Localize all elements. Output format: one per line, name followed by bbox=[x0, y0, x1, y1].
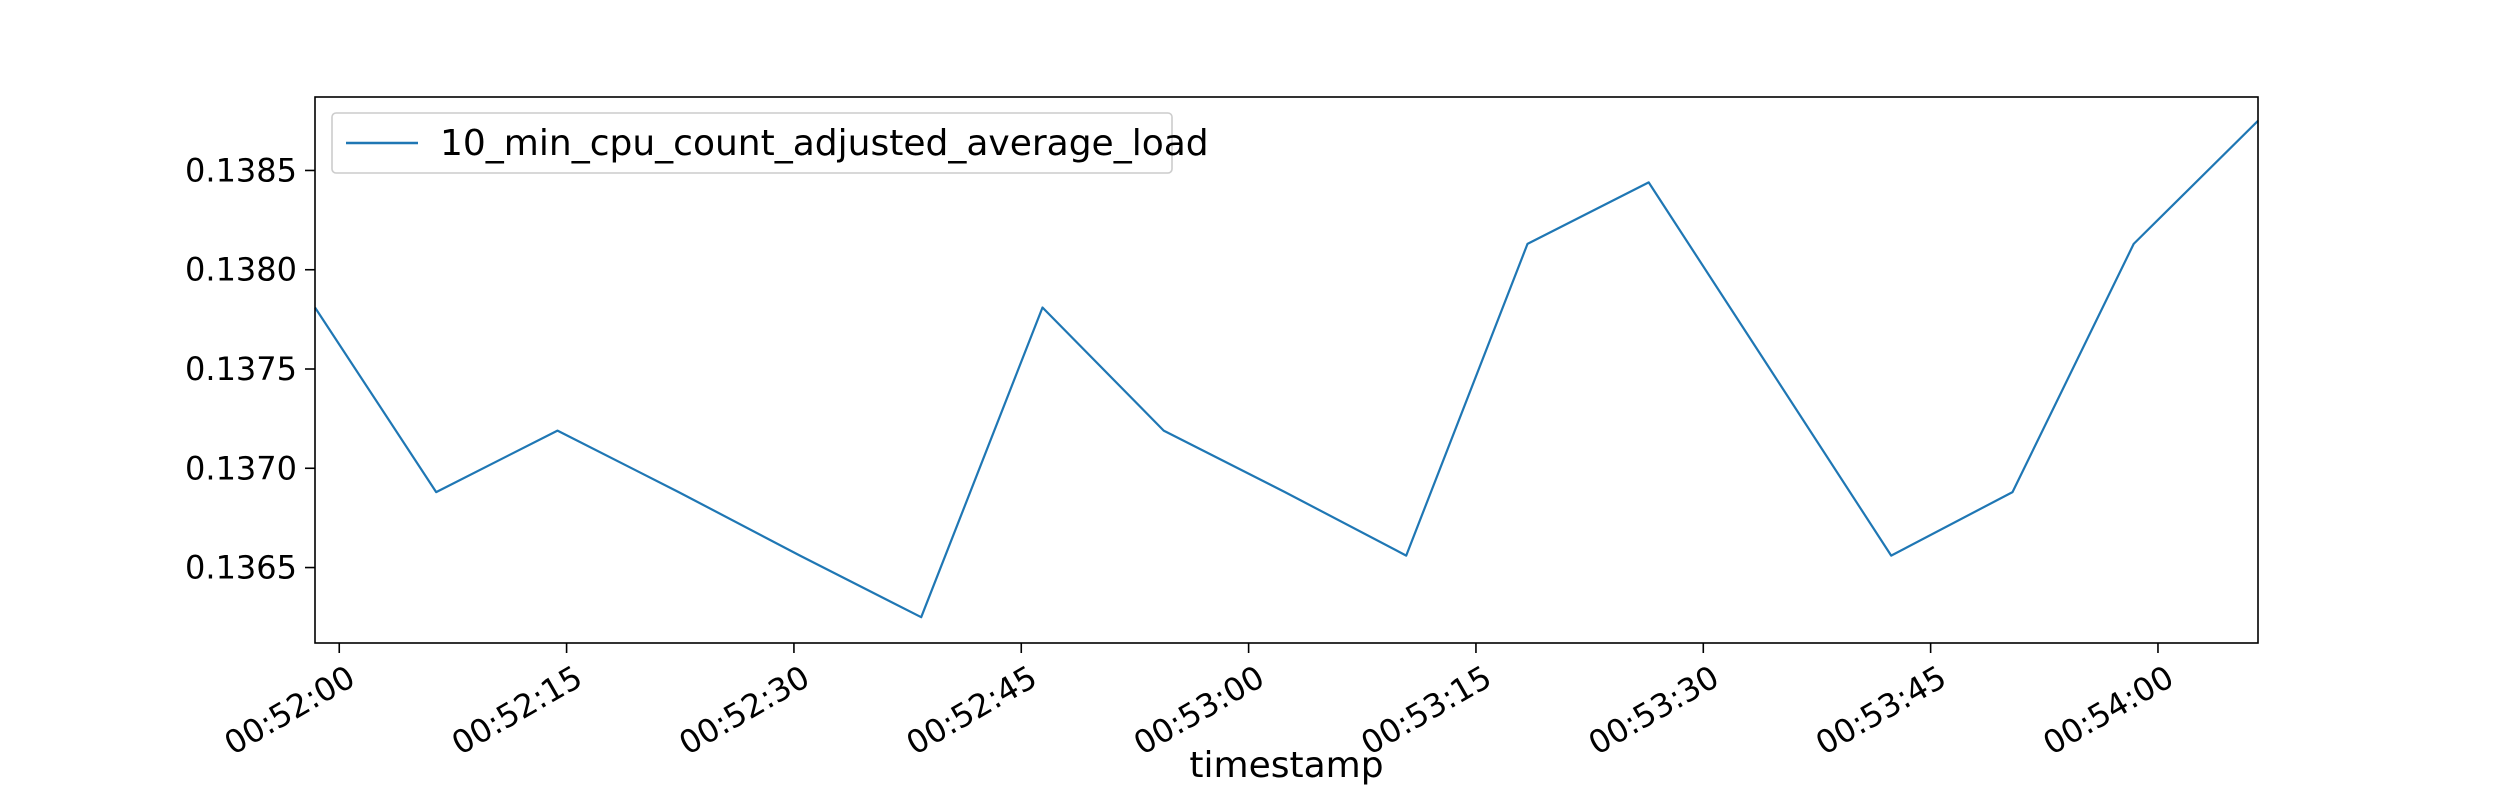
y-axis-ticks: 0.1365 0.1370 0.1375 0.1380 0.1385 bbox=[185, 151, 315, 587]
y-tick-label: 0.1385 bbox=[185, 151, 297, 189]
y-tick-label: 0.1380 bbox=[185, 251, 297, 289]
series-line-0 bbox=[314, 120, 2259, 619]
legend-label: 10_min_cpu_count_adjusted_average_load bbox=[440, 123, 1209, 164]
series-layer bbox=[314, 120, 2259, 619]
y-tick-label: 0.1375 bbox=[185, 350, 297, 388]
legend-box bbox=[331, 112, 1173, 174]
legend: 10_min_cpu_count_adjusted_average_load bbox=[331, 112, 1209, 174]
y-tick-label: 0.1365 bbox=[185, 549, 297, 587]
plot-area-frame bbox=[314, 96, 2259, 644]
y-tick-label: 0.1370 bbox=[185, 449, 297, 487]
x-axis-title: timestamp bbox=[1189, 745, 1383, 786]
